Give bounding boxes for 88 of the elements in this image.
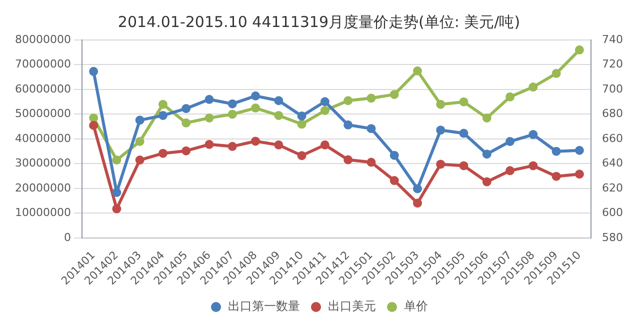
point — [89, 120, 98, 130]
point — [182, 104, 191, 114]
y2-tick-label: 740 — [602, 32, 624, 46]
point — [506, 136, 515, 146]
point — [204, 94, 214, 104]
point — [320, 140, 330, 150]
chart-title: 2014.01-2015.10 44111319月度量价走势(单位: 美元/吨) — [118, 12, 520, 31]
point — [528, 82, 538, 92]
point — [112, 156, 122, 165]
point — [390, 176, 399, 186]
point — [436, 126, 446, 135]
point — [251, 136, 260, 146]
point — [574, 45, 584, 54]
point — [412, 184, 422, 194]
y-tick-label: 0 — [64, 230, 71, 244]
point — [390, 150, 399, 160]
point — [482, 150, 492, 159]
y-tick-label: 20000000 — [14, 181, 71, 194]
point — [274, 96, 284, 106]
point — [459, 128, 468, 138]
point — [228, 142, 237, 151]
point — [274, 140, 284, 150]
point — [297, 151, 306, 160]
point — [135, 116, 144, 125]
point — [135, 156, 144, 165]
point — [89, 113, 98, 122]
point — [297, 111, 306, 120]
y2-tick-label: 680 — [602, 107, 624, 120]
point — [574, 146, 584, 155]
legend-label: 单价 — [404, 299, 428, 314]
point — [112, 204, 122, 214]
point — [574, 170, 584, 179]
point — [158, 100, 168, 109]
point — [204, 140, 214, 149]
y-tick-label: 70000000 — [14, 58, 71, 71]
point — [412, 198, 422, 208]
y-tick-label: 50000000 — [14, 107, 71, 120]
point — [436, 100, 446, 109]
point — [320, 97, 330, 106]
y2-tick-label: 600 — [602, 206, 624, 220]
y2-tick-label: 620 — [602, 181, 624, 194]
point — [158, 110, 168, 120]
point — [506, 92, 515, 102]
y-tick-label: 40000000 — [14, 132, 71, 145]
point — [297, 120, 306, 129]
y2-tick-label: 640 — [602, 156, 624, 170]
point — [251, 104, 260, 113]
point — [552, 68, 561, 78]
y-tick-label: 10000000 — [14, 206, 71, 220]
legend-label: 出口第一数量 — [228, 299, 300, 314]
point — [344, 120, 353, 130]
point — [436, 160, 446, 169]
point — [552, 146, 561, 156]
y2-tick-label: 700 — [602, 82, 624, 96]
y-tick-label: 80000000 — [14, 32, 71, 46]
point — [482, 177, 492, 186]
point — [482, 113, 492, 122]
point — [274, 110, 284, 120]
point — [344, 155, 353, 164]
point — [366, 124, 376, 134]
point — [459, 161, 468, 170]
point — [412, 66, 422, 76]
point — [112, 188, 122, 197]
point — [506, 166, 515, 176]
point — [135, 136, 144, 146]
point — [89, 66, 98, 76]
point — [459, 97, 468, 106]
point — [528, 130, 538, 140]
point — [320, 106, 330, 116]
point — [251, 91, 260, 100]
y-tick-label: 30000000 — [14, 156, 71, 170]
y2-tick-label: 720 — [602, 58, 624, 71]
point — [182, 118, 191, 128]
point — [390, 90, 399, 99]
point — [344, 96, 353, 106]
y-tick-label: 60000000 — [14, 82, 71, 96]
point — [528, 161, 538, 170]
point — [182, 146, 191, 156]
legend-label: 出口美元 — [328, 299, 376, 314]
point — [552, 172, 561, 181]
point — [228, 110, 237, 119]
point — [366, 158, 376, 167]
y2-tick-label: 580 — [602, 230, 624, 244]
point — [204, 113, 214, 122]
point — [366, 94, 376, 103]
point — [228, 99, 237, 108]
point — [158, 148, 168, 158]
y2-tick-label: 660 — [602, 132, 624, 145]
